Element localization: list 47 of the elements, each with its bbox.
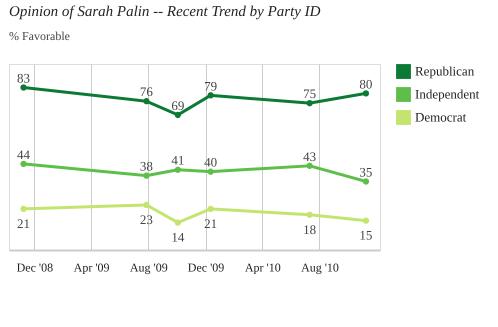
point bbox=[208, 92, 214, 98]
point bbox=[143, 98, 150, 104]
point bbox=[362, 178, 370, 185]
point bbox=[306, 162, 313, 169]
x-tick-label: Apr '10 bbox=[244, 260, 281, 274]
legend-label: Independent bbox=[415, 86, 480, 102]
x-tick-label: Dec '09 bbox=[188, 260, 224, 274]
data-label: 80 bbox=[359, 76, 372, 92]
x-tick-label: Apr '09 bbox=[74, 260, 110, 274]
data-label: 35 bbox=[359, 164, 372, 180]
data-label: 41 bbox=[171, 152, 184, 168]
data-label: 44 bbox=[17, 146, 31, 162]
data-label: 15 bbox=[359, 228, 372, 243]
point bbox=[143, 202, 150, 208]
point bbox=[208, 168, 214, 175]
data-label: 69 bbox=[171, 98, 184, 113]
legend-label: Republican bbox=[415, 64, 475, 78]
point bbox=[306, 100, 313, 106]
data-label: 83 bbox=[17, 70, 30, 86]
chart-subtitle: % Favorable bbox=[9, 29, 70, 43]
point bbox=[143, 172, 150, 179]
point bbox=[174, 219, 182, 226]
chart-title: Opinion of Sarah Palin -- Recent Trend by Party ID bbox=[9, 4, 321, 20]
point bbox=[306, 212, 313, 218]
data-label: 76 bbox=[140, 84, 154, 100]
point bbox=[208, 206, 214, 212]
data-label: 40 bbox=[204, 154, 218, 170]
x-tick-label: Dec '08 bbox=[16, 260, 54, 274]
point bbox=[362, 90, 370, 97]
data-label: 43 bbox=[303, 148, 316, 164]
data-label: 21 bbox=[17, 216, 30, 231]
data-label: 14 bbox=[171, 230, 185, 245]
legend-label: Democrat bbox=[415, 110, 467, 124]
point bbox=[20, 206, 27, 212]
point bbox=[174, 112, 182, 118]
data-label: 21 bbox=[204, 216, 218, 231]
data-label: 38 bbox=[140, 158, 153, 174]
data-label: 23 bbox=[140, 212, 153, 227]
data-label: 79 bbox=[204, 78, 218, 94]
data-label: 75 bbox=[303, 86, 316, 102]
x-tick-label: Aug '10 bbox=[301, 260, 339, 274]
point bbox=[20, 84, 27, 91]
x-tick-label: Aug '09 bbox=[130, 260, 168, 274]
point bbox=[174, 166, 182, 173]
point bbox=[20, 160, 27, 168]
point bbox=[362, 217, 370, 224]
data-label: 18 bbox=[303, 222, 316, 237]
